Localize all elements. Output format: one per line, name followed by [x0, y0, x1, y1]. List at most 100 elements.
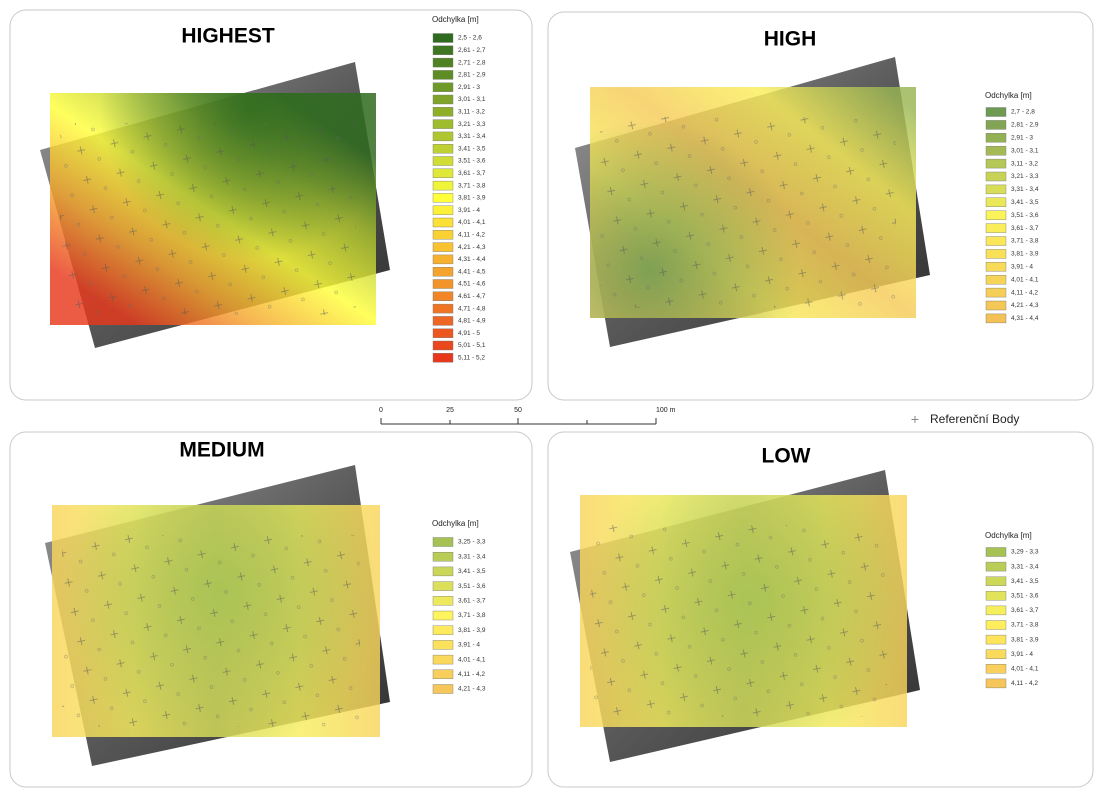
legend-swatch	[433, 243, 453, 252]
reference-points	[60, 123, 356, 315]
legend-label: 2,61 - 2,7	[458, 47, 486, 54]
reference-points	[600, 117, 896, 308]
legend-swatch	[433, 611, 453, 620]
legend-swatch	[433, 218, 453, 227]
legend-label: 4,91 - 5	[458, 330, 480, 337]
legend-swatch	[986, 314, 1006, 323]
legend-swatch	[986, 108, 1006, 117]
legend-title: Odchylka [m]	[985, 531, 1032, 540]
point-legend: Referenční Body	[912, 412, 1020, 426]
legend-label: 3,71 - 3,8	[1011, 238, 1039, 245]
legend-label: 4,51 - 4,6	[458, 281, 486, 288]
legend-swatch	[433, 341, 453, 350]
legend-title: Odchylka [m]	[432, 15, 479, 24]
legend-label: 2,5 - 2,6	[458, 35, 482, 42]
legend-label: 3,21 - 3,3	[1011, 173, 1039, 180]
legend-label: 4,01 - 4,1	[1011, 276, 1039, 283]
legend-label: 3,91 - 4	[458, 207, 480, 214]
legend-swatch	[433, 267, 453, 276]
legend-swatch	[433, 157, 453, 166]
legend-label: 3,71 - 3,8	[458, 612, 486, 619]
legend-label: 2,81 - 2,9	[458, 72, 486, 79]
scale-label: 50	[514, 407, 522, 414]
legend-label: 4,71 - 4,8	[458, 305, 486, 312]
legend-label: 3,51 - 3,6	[1011, 593, 1039, 600]
reference-points	[62, 535, 360, 727]
legend-label: 3,41 - 3,5	[1011, 578, 1039, 585]
legend-swatch	[433, 280, 453, 289]
legend-swatch	[433, 670, 453, 679]
legend-label: 3,71 - 3,8	[1011, 622, 1039, 629]
legend-label: 4,01 - 4,1	[458, 219, 486, 226]
legend-swatch	[986, 650, 1006, 659]
legend-swatch	[433, 640, 453, 649]
legend-swatch	[986, 288, 1006, 297]
legend-label: 3,71 - 3,8	[458, 182, 486, 189]
legend-label: 2,91 - 3	[458, 84, 480, 91]
legend-label: 5,11 - 5,2	[458, 355, 485, 362]
legend-label: 4,21 - 4,3	[1011, 302, 1039, 309]
legend-label: 4,41 - 4,5	[458, 268, 486, 275]
legend-label: 3,81 - 3,9	[1011, 636, 1039, 643]
legend-label: 4,31 - 4,4	[1011, 315, 1039, 322]
legend-swatch	[433, 46, 453, 55]
legend-swatch	[433, 567, 453, 576]
legend-label: 4,31 - 4,4	[458, 256, 486, 263]
legend-label: 4,11 - 4,2	[1011, 289, 1038, 296]
legend-label: 3,31 - 3,4	[1011, 186, 1039, 193]
legend-swatch	[433, 70, 453, 79]
legend-swatch	[986, 249, 1006, 258]
legend-label: 4,11 - 4,2	[458, 232, 485, 239]
legend-label: 3,91 - 4	[1011, 264, 1033, 271]
legend-label: 3,51 - 3,6	[458, 158, 486, 165]
legend-swatch	[433, 120, 453, 129]
legend-swatch	[986, 133, 1006, 142]
legend-label: 3,61 - 3,7	[458, 598, 486, 605]
legend-swatch	[433, 538, 453, 547]
panel-title: HIGH	[764, 28, 817, 51]
legend-label: 5,01 - 5,1	[458, 342, 486, 349]
legend-swatch	[986, 591, 1006, 600]
legend-label: 3,41 - 3,5	[458, 145, 486, 152]
legend-swatch	[433, 655, 453, 664]
legend-label: 3,91 - 4	[1011, 651, 1033, 658]
legend-label: 4,21 - 4,3	[458, 686, 486, 693]
page: Referenční Body HIGHESTOdchylka [m]2,5 -…	[0, 0, 1094, 789]
legend-swatch	[433, 193, 453, 202]
legend-label: 4,81 - 4,9	[458, 318, 486, 325]
legend-swatch	[986, 120, 1006, 129]
legend-label: 3,91 - 4	[458, 642, 480, 649]
legend-swatch	[986, 621, 1006, 630]
legend-swatch	[433, 685, 453, 694]
legend-label: 2,7 - 2,8	[1011, 109, 1035, 116]
legend-label: 3,29 - 3,3	[1011, 549, 1039, 556]
panel-title: LOW	[762, 445, 811, 468]
legend-label: 3,25 - 3,3	[458, 539, 486, 546]
legend-swatch	[986, 635, 1006, 644]
scale-label: 0	[379, 407, 383, 414]
legend-swatch	[433, 181, 453, 190]
legend-label: 3,11 - 3,2	[1011, 160, 1038, 167]
legend-swatch	[433, 304, 453, 313]
legend-swatch	[433, 582, 453, 591]
legend-swatch	[433, 144, 453, 153]
legend-swatch	[433, 206, 453, 215]
legend-swatch	[986, 664, 1006, 673]
legend-swatch	[433, 132, 453, 141]
legend-swatch	[986, 224, 1006, 233]
legend-swatch	[433, 58, 453, 67]
legend-title: Odchylka [m]	[985, 91, 1032, 100]
legend-label: 3,41 - 3,5	[458, 568, 486, 575]
legend-swatch	[433, 34, 453, 43]
legend-swatch	[986, 301, 1006, 310]
reference-points	[590, 525, 887, 717]
legend-label: 3,51 - 3,6	[1011, 212, 1039, 219]
legend-label: 3,51 - 3,6	[458, 583, 486, 590]
legend-swatch	[986, 159, 1006, 168]
legend-swatch	[433, 95, 453, 104]
legend-swatch	[433, 255, 453, 264]
legend-label: 2,81 - 2,9	[1011, 122, 1039, 129]
legend-swatch	[433, 107, 453, 116]
